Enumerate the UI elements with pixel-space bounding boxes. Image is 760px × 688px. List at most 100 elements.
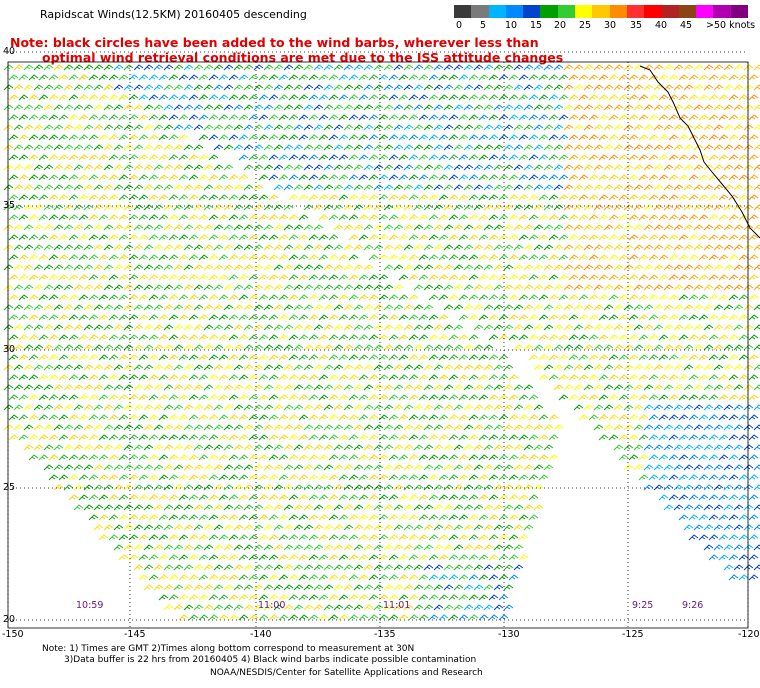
wind-barb [233,324,244,331]
wind-barb [188,434,199,441]
wind-barb [183,64,194,71]
wind-barb [688,514,699,521]
wind-barb [208,74,219,81]
wind-barb [393,184,404,191]
wind-barb [493,284,504,291]
wind-barb [633,404,644,411]
wind-barb [613,284,624,291]
wind-barb [98,534,109,541]
wind-barb [733,444,744,451]
wind-barb [168,134,179,141]
wind-barb [253,364,264,371]
wind-barb [393,484,404,491]
wind-barb [33,64,44,71]
wind-barb [543,424,554,431]
wind-barb [333,304,344,311]
wind-barb [343,524,354,531]
wind-barb [418,354,429,361]
wind-barb [458,274,469,281]
wind-barb [613,184,624,191]
wind-barb [293,284,304,291]
wind-barb [528,134,539,141]
wind-barb [613,264,624,271]
wind-barb [413,244,424,251]
wind-barb [188,574,199,581]
wind-barb [303,484,314,491]
wind-barb [203,104,214,111]
wind-barb [378,114,389,121]
wind-barb [363,84,374,91]
wind-barb [73,424,84,431]
wind-barb [223,164,234,171]
wind-barb [663,364,674,371]
wind-barb [728,354,739,361]
wind-barb [403,344,414,351]
wind-barb [48,94,59,101]
wind-barb [568,94,579,101]
wind-barb [478,74,489,81]
wind-barb [623,244,634,251]
wind-barb [103,244,114,251]
wind-barb [88,374,99,381]
wind-barb [703,144,714,151]
wind-barb [673,204,684,211]
wind-barb [373,84,384,91]
wind-barb [738,514,749,521]
wind-barb [623,204,634,211]
wind-barb [113,444,124,451]
wind-barb [523,384,534,391]
wind-barb [233,364,244,371]
wind-barb [488,574,499,581]
wind-barb [403,464,414,471]
wind-barb [173,484,184,491]
wind-barb [443,64,454,71]
wind-barb [653,424,664,431]
wind-barb [498,314,509,321]
wind-barb [188,94,199,101]
wind-barb [683,444,694,451]
wind-barb [53,224,64,231]
wind-barb [478,154,489,161]
wind-barb [103,424,114,431]
wind-barb [578,214,589,221]
wind-barb [468,434,479,441]
wind-barb [168,554,179,561]
wind-barb [508,294,519,301]
wind-barb [298,374,309,381]
wind-barb [563,84,574,91]
wind-barb [298,254,309,261]
wind-barb [313,484,324,491]
wind-barb [358,494,369,501]
wind-barb [168,574,179,581]
wind-barb [438,234,449,241]
wind-barb [658,94,669,101]
wind-barb [143,84,154,91]
wind-barb [203,604,214,611]
wind-barb [713,524,724,531]
wind-barb [378,554,389,561]
wind-barb [483,304,494,311]
wind-barb [398,534,409,541]
wind-barb [298,314,309,321]
wind-barb [658,474,669,481]
wind-barb [23,144,34,151]
wind-barb [148,414,159,421]
wind-barb [738,354,749,361]
wind-barb [53,84,64,91]
wind-barb [383,184,394,191]
wind-barb [713,244,724,251]
wind-barb [588,214,599,221]
wind-barb [258,514,269,521]
wind-barb [463,364,474,371]
wind-barb [213,484,224,491]
wind-barb [293,104,304,111]
wind-barb [243,464,254,471]
wind-barb [573,64,584,71]
wind-barb [108,534,119,541]
wind-barb [658,374,669,381]
wind-barb [348,454,359,461]
wind-barb [673,164,684,171]
scale-tick: 0 [456,20,463,31]
wind-barb [288,614,299,621]
wind-barb [53,444,64,451]
